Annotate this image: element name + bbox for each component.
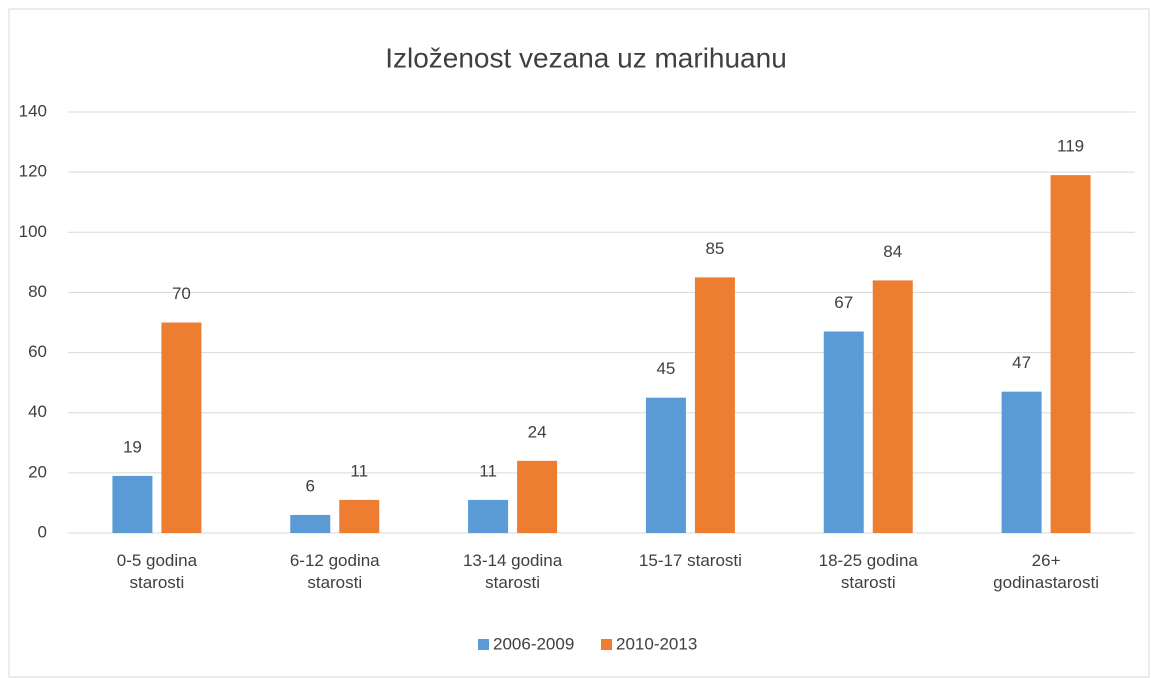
data-label: 70: [172, 284, 191, 303]
bar: [290, 514, 331, 533]
y-tick-label: 140: [19, 101, 47, 120]
y-tick-label: 100: [19, 222, 47, 241]
data-label: 11: [479, 461, 497, 480]
x-tick-label-box: 15-17 starosti: [638, 551, 742, 570]
y-tick-label: 40: [28, 402, 47, 421]
bar: [872, 280, 913, 533]
chart-title: Izloženost vezana uz marihuanu: [385, 42, 787, 73]
bar: [161, 322, 202, 533]
bar: [339, 499, 380, 533]
y-tick-label: 0: [38, 522, 47, 541]
x-tick-label-box: 13-14 godina starosti: [462, 551, 563, 592]
x-tick-label: 0-5 godina starosti: [116, 551, 198, 592]
x-tick-label: 6-12 godina starosti: [289, 551, 380, 592]
x-tick-label: 13-14 godina starosti: [462, 551, 563, 592]
data-label: 47: [1012, 353, 1031, 372]
y-tick-label: 20: [28, 462, 47, 481]
legend-label: 2006-2009: [493, 634, 574, 653]
y-tick-label: 120: [19, 162, 47, 181]
data-label: 6: [306, 476, 315, 495]
legend-swatch: [601, 639, 612, 650]
bar: [823, 331, 864, 533]
y-tick-label: 60: [28, 342, 47, 361]
x-tick-label-box: 26+ godinastarosti: [993, 551, 1099, 592]
data-label: 85: [705, 239, 724, 258]
x-tick-label: 18-25 godina starosti: [818, 551, 918, 592]
x-tick-label-box: 18-25 godina starosti: [818, 551, 918, 592]
data-label: 84: [883, 242, 902, 261]
bar: [468, 499, 509, 533]
legend-swatch: [478, 639, 489, 650]
data-label: 45: [656, 359, 675, 378]
x-tick-label-box: 6-12 godina starosti: [289, 551, 380, 592]
bar: [1001, 391, 1042, 533]
bar: [517, 460, 558, 533]
data-label: 67: [834, 293, 853, 312]
y-tick-label: 80: [28, 282, 47, 301]
data-label: 19: [123, 437, 142, 456]
x-tick-label-box: 0-5 godina starosti: [116, 551, 198, 592]
x-tick-label: 15-17 starosti: [638, 551, 742, 570]
x-tick-label: 26+ godinastarosti: [993, 551, 1099, 592]
data-label: 119: [1057, 137, 1084, 156]
bar: [1050, 175, 1091, 533]
bar: [112, 475, 153, 533]
data-label: 24: [528, 422, 547, 441]
bar: [694, 277, 735, 533]
data-label: 11: [350, 461, 368, 480]
bar: [645, 397, 686, 533]
legend-label: 2010-2013: [616, 634, 697, 653]
